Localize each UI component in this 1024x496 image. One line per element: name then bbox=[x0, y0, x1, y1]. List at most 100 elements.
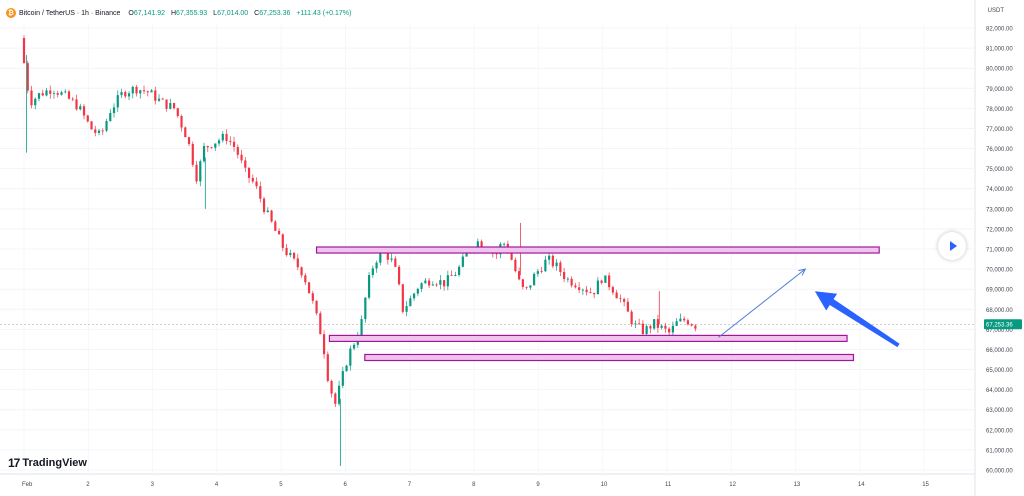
candle-body bbox=[641, 323, 644, 334]
candle-body bbox=[202, 146, 206, 162]
candle-body bbox=[679, 318, 682, 322]
symbol-header[interactable]: ₿ Bitcoin / TetherUS · 1h · Binance O67,… bbox=[6, 6, 355, 20]
time-tick-label: 11 bbox=[665, 482, 672, 488]
price-tick-label: 77,000.00 bbox=[986, 127, 1013, 133]
candle-body bbox=[142, 90, 146, 92]
candle-body bbox=[349, 348, 352, 366]
candle-body bbox=[390, 258, 393, 260]
time-tick-label: 3 bbox=[151, 482, 155, 488]
time-tick-label: 12 bbox=[729, 482, 736, 488]
candle-body bbox=[581, 289, 584, 291]
price-tick-label: 81,000.00 bbox=[986, 47, 1013, 53]
candle-body bbox=[593, 292, 596, 295]
candle-body bbox=[214, 143, 217, 148]
candle-body bbox=[67, 91, 71, 99]
candle-body bbox=[364, 297, 367, 320]
candle-body bbox=[559, 262, 562, 272]
candle-body bbox=[49, 90, 52, 94]
candle-body bbox=[326, 354, 329, 381]
candle-body bbox=[169, 103, 172, 109]
candle-body bbox=[694, 325, 697, 329]
candle-body bbox=[330, 380, 333, 394]
price-tick-label: 69,000.00 bbox=[986, 288, 1013, 294]
candle-body bbox=[634, 323, 637, 325]
open-label: O bbox=[128, 9, 134, 17]
candle-body bbox=[525, 286, 528, 288]
price-tick-label: 76,000.00 bbox=[986, 147, 1013, 153]
candle-body bbox=[540, 271, 543, 272]
tradingview-name: TradingView bbox=[22, 457, 87, 469]
candle-body bbox=[322, 334, 326, 355]
time-tick-label: Feb bbox=[22, 482, 33, 488]
candle-body bbox=[664, 325, 667, 329]
price-tick-label: 68,000.00 bbox=[986, 308, 1013, 314]
candle-body bbox=[52, 93, 56, 94]
candle-body bbox=[94, 129, 97, 133]
candle-body bbox=[105, 121, 108, 131]
candle-body bbox=[656, 319, 659, 328]
candle-body bbox=[281, 234, 284, 248]
candle-body bbox=[514, 259, 517, 272]
tradingview-mark-icon: 17 bbox=[8, 456, 20, 470]
tradingview-logo[interactable]: 17 TradingView bbox=[8, 456, 87, 470]
candle-body bbox=[304, 275, 307, 283]
candle-body bbox=[334, 393, 337, 404]
candle-body bbox=[341, 371, 344, 386]
candle-body bbox=[431, 284, 434, 286]
candle-body bbox=[131, 86, 134, 94]
candle-body bbox=[26, 63, 29, 91]
candle-body bbox=[184, 127, 187, 138]
symbol-title[interactable]: Bitcoin / TetherUS · 1h · Binance bbox=[19, 9, 121, 17]
price-tick-label: 82,000.00 bbox=[986, 27, 1013, 33]
pointer-arrow bbox=[814, 291, 900, 348]
candle-body bbox=[274, 221, 277, 231]
candle-body bbox=[75, 99, 78, 110]
price-tick-label: 74,000.00 bbox=[986, 187, 1013, 193]
candle-body bbox=[566, 278, 569, 280]
candle-body bbox=[307, 282, 311, 294]
candle-body bbox=[259, 186, 262, 199]
open-value: 67,141.92 bbox=[133, 9, 166, 17]
time-tick-label: 5 bbox=[279, 482, 283, 488]
candle-body bbox=[671, 325, 674, 333]
candle-body bbox=[596, 280, 599, 295]
candle-body bbox=[352, 344, 356, 349]
scroll-to-realtime-button[interactable] bbox=[938, 232, 966, 260]
zone-support-1 bbox=[328, 334, 848, 343]
change-value: +111.43 (+0.17%) bbox=[296, 9, 352, 17]
candle-body bbox=[296, 258, 299, 268]
candle-body bbox=[619, 298, 622, 300]
candle-body bbox=[266, 210, 269, 212]
close-label: C bbox=[254, 9, 260, 17]
candle-body bbox=[56, 93, 59, 95]
candle-body bbox=[157, 98, 161, 101]
candle-body bbox=[518, 271, 521, 280]
price-tick-label: 61,000.00 bbox=[986, 448, 1013, 454]
candle-body bbox=[424, 280, 427, 284]
candle-body bbox=[683, 318, 686, 321]
price-tick-label: 64,000.00 bbox=[986, 388, 1013, 394]
time-tick-label: 10 bbox=[601, 482, 608, 488]
price-tick-label: 67,000.00 bbox=[986, 328, 1013, 334]
candle-body bbox=[277, 230, 281, 235]
candle-body bbox=[476, 241, 479, 249]
zone-resistance bbox=[315, 246, 880, 254]
candle-body bbox=[191, 143, 194, 165]
low-label: L bbox=[213, 9, 218, 17]
high-value: 67,355.93 bbox=[176, 9, 208, 17]
candle-body bbox=[412, 293, 416, 299]
candle-body bbox=[127, 93, 131, 97]
candle-body bbox=[146, 91, 149, 93]
candle-body bbox=[375, 262, 378, 269]
candle-body bbox=[45, 90, 48, 96]
candle-body bbox=[337, 385, 341, 404]
candle-body bbox=[570, 278, 573, 286]
candle-body bbox=[690, 324, 693, 326]
candle-body bbox=[180, 116, 183, 128]
candle-body bbox=[41, 93, 44, 96]
price-tick-label: 71,000.00 bbox=[986, 248, 1013, 254]
candle-body bbox=[450, 275, 453, 276]
candle-body bbox=[247, 167, 251, 178]
candle-body bbox=[653, 319, 656, 329]
